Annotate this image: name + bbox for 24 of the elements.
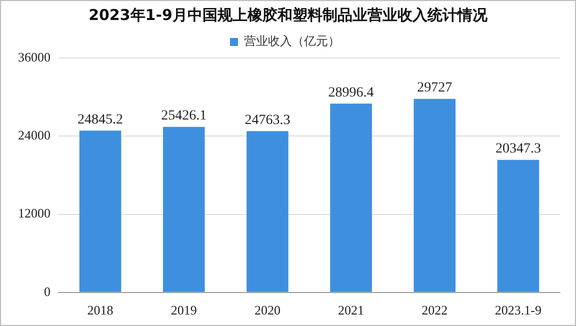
data-label: 24845.2 (78, 112, 124, 128)
x-tick-label: 2022 (422, 302, 448, 318)
x-tick-label: 2021 (338, 302, 364, 318)
y-tick-label: 0 (44, 284, 50, 299)
data-label: 20347.3 (495, 142, 541, 157)
bar (497, 160, 540, 292)
x-tick-label: 2020 (254, 302, 280, 318)
bar (414, 98, 456, 292)
legend-label: 营业收入（亿元） (244, 34, 340, 48)
y-tick-label: 24000 (18, 128, 50, 143)
data-label: 25426.1 (161, 108, 207, 124)
bar (162, 126, 205, 292)
data-label: 29727 (417, 80, 452, 96)
y-tick-label: 36000 (18, 49, 50, 64)
x-tick-label: 2019 (170, 302, 197, 318)
y-tick-label: 12000 (18, 206, 50, 221)
data-label: 24763.3 (244, 112, 290, 128)
bar (330, 104, 372, 292)
x-tick-label: 2023.1-9 (494, 302, 542, 318)
bar (246, 131, 288, 292)
chart-title: 2023年1-9月中国规上橡胶和塑料制品业营业收入统计情况 (88, 6, 488, 25)
bar (79, 130, 122, 292)
data-label: 28996.4 (328, 85, 374, 100)
x-tick-label: 2018 (87, 302, 114, 318)
